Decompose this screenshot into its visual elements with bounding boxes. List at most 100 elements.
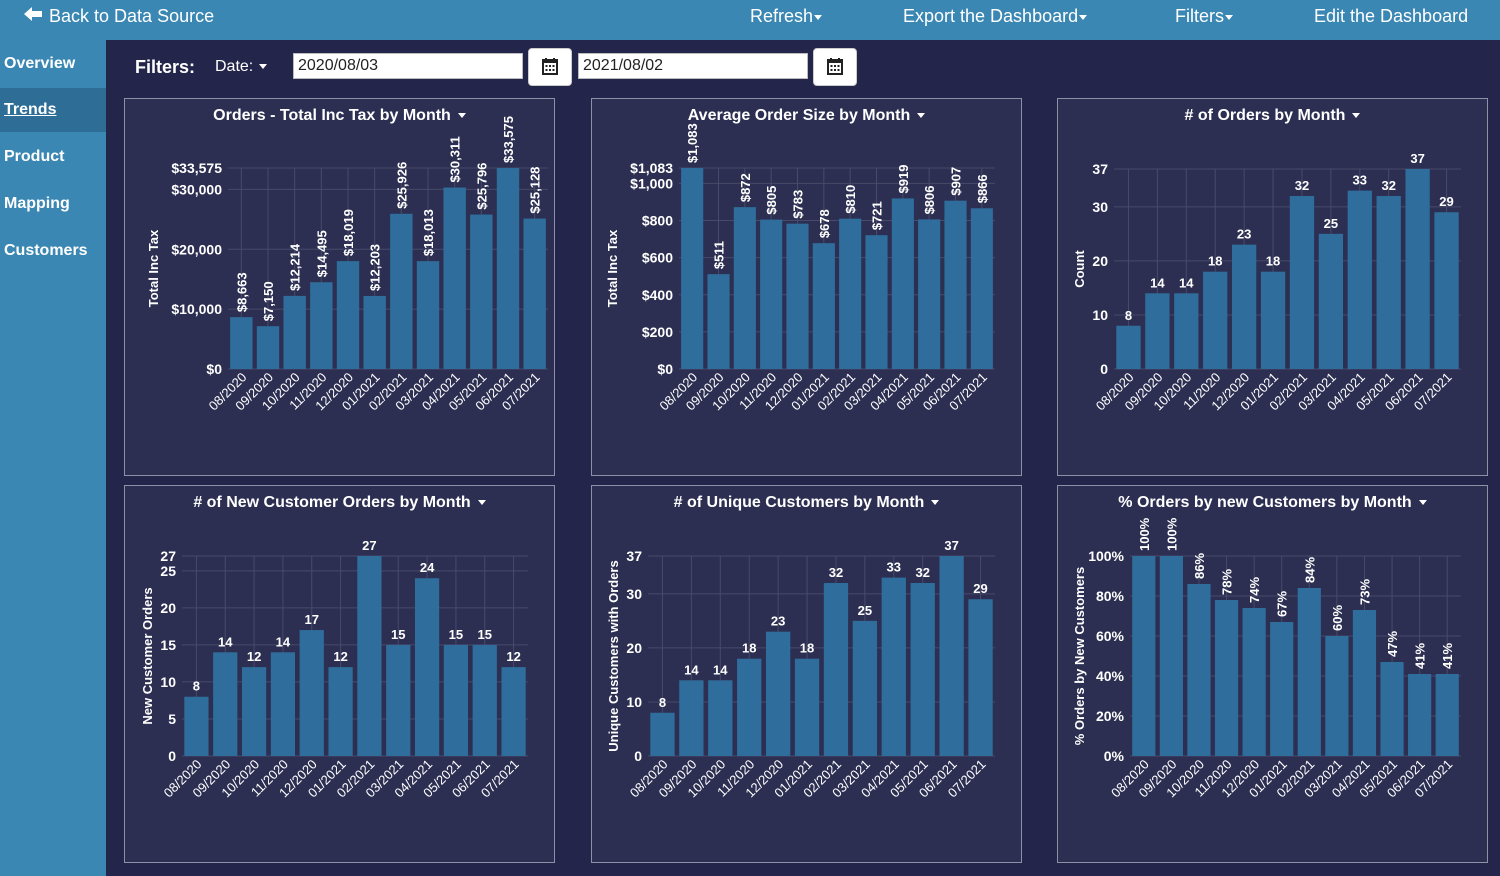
bar[interactable] bbox=[1231, 244, 1257, 369]
bar[interactable] bbox=[881, 577, 906, 756]
bar[interactable] bbox=[443, 187, 466, 369]
bar-value-label: 29 bbox=[973, 581, 987, 596]
bar[interactable] bbox=[299, 630, 324, 756]
bar[interactable] bbox=[707, 274, 730, 369]
chart-title-menu[interactable]: Orders - Total Inc Tax by Month bbox=[125, 107, 554, 125]
start-date-calendar-button[interactable] bbox=[528, 48, 572, 86]
bar[interactable] bbox=[270, 652, 296, 756]
bar[interactable] bbox=[812, 243, 835, 369]
calendar-icon bbox=[542, 58, 558, 75]
bar[interactable] bbox=[230, 317, 253, 369]
edit-dashboard-link[interactable]: Edit the Dashboard bbox=[1314, 0, 1468, 34]
date-filter-dropdown[interactable]: Date: bbox=[215, 58, 267, 76]
bar[interactable] bbox=[786, 223, 809, 369]
bar[interactable] bbox=[390, 213, 413, 369]
bar[interactable] bbox=[737, 658, 762, 756]
bar[interactable] bbox=[1116, 325, 1141, 369]
bar[interactable] bbox=[1174, 293, 1199, 369]
bar[interactable] bbox=[1297, 588, 1321, 756]
bar[interactable] bbox=[1145, 293, 1170, 369]
sidebar-item-product[interactable]: Product bbox=[4, 148, 65, 165]
bar[interactable] bbox=[501, 667, 526, 756]
bar[interactable] bbox=[213, 652, 238, 756]
back-to-data-source-link[interactable]: Back to Data Source bbox=[24, 0, 214, 34]
bar[interactable] bbox=[357, 556, 382, 756]
bar[interactable] bbox=[910, 583, 935, 756]
bar[interactable] bbox=[918, 219, 941, 369]
bar[interactable] bbox=[416, 261, 440, 369]
filters-menu[interactable]: Filters bbox=[1175, 0, 1233, 34]
bar[interactable] bbox=[363, 295, 386, 369]
sidebar-item-trends[interactable]: Trends bbox=[0, 88, 106, 132]
bar[interactable] bbox=[1159, 556, 1183, 756]
caret-down-icon bbox=[1225, 14, 1233, 20]
bar[interactable] bbox=[1434, 212, 1459, 369]
bar[interactable] bbox=[794, 658, 820, 756]
bar[interactable] bbox=[1408, 674, 1432, 756]
bar[interactable] bbox=[1242, 608, 1266, 756]
bar[interactable] bbox=[650, 712, 675, 756]
bar[interactable] bbox=[472, 644, 497, 756]
chart-title-menu[interactable]: # of New Customer Orders by Month bbox=[125, 494, 554, 512]
bar[interactable] bbox=[1435, 674, 1459, 756]
bar[interactable] bbox=[470, 214, 493, 369]
bar[interactable] bbox=[496, 168, 520, 369]
bar[interactable] bbox=[1352, 610, 1377, 756]
bar[interactable] bbox=[336, 261, 360, 369]
bar[interactable] bbox=[443, 644, 469, 756]
bar[interactable] bbox=[1325, 636, 1349, 756]
bar[interactable] bbox=[1270, 622, 1294, 756]
bar[interactable] bbox=[1380, 662, 1404, 756]
bar[interactable] bbox=[760, 219, 783, 369]
bar[interactable] bbox=[523, 218, 546, 369]
bar[interactable] bbox=[1187, 584, 1211, 756]
bar[interactable] bbox=[1376, 196, 1401, 369]
bar[interactable] bbox=[891, 198, 914, 369]
bar[interactable] bbox=[823, 583, 849, 756]
bar[interactable] bbox=[241, 667, 267, 756]
bar[interactable] bbox=[679, 680, 704, 756]
bar[interactable] bbox=[944, 200, 967, 369]
bar[interactable] bbox=[968, 599, 993, 756]
end-date-input[interactable] bbox=[578, 53, 808, 79]
chart-title-menu[interactable]: # of Orders by Month bbox=[1058, 107, 1487, 125]
bar[interactable] bbox=[852, 620, 878, 756]
bar[interactable] bbox=[1289, 196, 1315, 369]
bar[interactable] bbox=[681, 168, 704, 369]
bar[interactable] bbox=[1132, 556, 1156, 756]
sidebar-item-mapping[interactable]: Mapping bbox=[4, 195, 70, 212]
sidebar-item-overview[interactable]: Overview bbox=[4, 55, 76, 72]
bar[interactable] bbox=[939, 556, 964, 756]
bar[interactable] bbox=[1318, 233, 1344, 369]
bar[interactable] bbox=[328, 667, 353, 756]
bar[interactable] bbox=[386, 644, 411, 756]
bar[interactable] bbox=[1203, 271, 1228, 369]
bar[interactable] bbox=[184, 696, 209, 756]
refresh-menu[interactable]: Refresh bbox=[750, 0, 823, 34]
chart-title-menu[interactable]: Average Order Size by Month bbox=[592, 107, 1021, 125]
bar-value-label: 67% bbox=[1275, 591, 1290, 617]
export-dashboard-menu[interactable]: Export the Dashboard bbox=[903, 0, 1088, 34]
bar[interactable] bbox=[1405, 169, 1430, 369]
bar[interactable] bbox=[865, 235, 888, 369]
start-date-input[interactable] bbox=[293, 53, 523, 79]
bar[interactable] bbox=[283, 295, 306, 369]
bar[interactable] bbox=[839, 218, 862, 369]
bar[interactable] bbox=[414, 578, 440, 756]
end-date-calendar-button[interactable] bbox=[813, 48, 857, 86]
bar[interactable] bbox=[708, 680, 733, 756]
chart-title: % Orders by new Customers by Month bbox=[1118, 494, 1412, 511]
bar[interactable] bbox=[733, 207, 756, 369]
caret-down-icon bbox=[258, 64, 267, 70]
bar[interactable] bbox=[1260, 271, 1286, 369]
bar[interactable] bbox=[256, 326, 280, 369]
bar[interactable] bbox=[310, 282, 333, 369]
bar-value-label: $33,575 bbox=[501, 116, 516, 163]
sidebar-item-customers[interactable]: Customers bbox=[4, 242, 88, 259]
bar[interactable] bbox=[1214, 600, 1239, 756]
chart-title-menu[interactable]: % Orders by new Customers by Month bbox=[1058, 494, 1487, 512]
bar[interactable] bbox=[765, 631, 791, 756]
bar[interactable] bbox=[970, 208, 993, 369]
chart-title-menu[interactable]: # of Unique Customers by Month bbox=[592, 494, 1021, 512]
bar[interactable] bbox=[1347, 190, 1372, 369]
